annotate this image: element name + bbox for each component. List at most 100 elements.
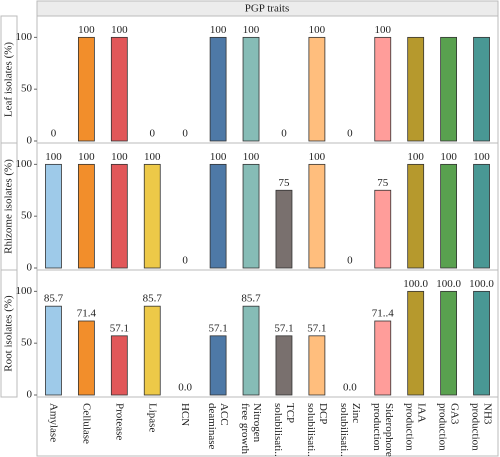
x-tick-label: TCPsolubilisati...: [272, 403, 296, 457]
value-label: 100: [111, 151, 128, 163]
value-label: 85.7: [44, 293, 64, 305]
y-tick-label: 50: [21, 83, 33, 95]
x-tick-label: ACCdeaminase: [207, 403, 231, 450]
bar: [473, 163, 490, 269]
y-tick-label: 0: [27, 135, 33, 147]
bar: [143, 305, 161, 396]
bar: [77, 36, 95, 142]
y-tick-label: 100: [16, 31, 33, 43]
value-label: 100.0: [403, 278, 428, 290]
value-label: 100: [144, 151, 161, 163]
y-axis-label: Root isolates (%): [3, 295, 15, 372]
bar: [374, 36, 392, 142]
bar: [407, 163, 425, 269]
bar: [308, 36, 326, 142]
value-label: 71.4: [77, 308, 97, 320]
value-label: 85.7: [143, 293, 163, 305]
x-tick-label: IAAproduction: [404, 403, 428, 451]
value-label: 57.1: [208, 322, 227, 334]
bar: [440, 290, 458, 396]
bar: [242, 305, 260, 396]
value-label: 71..4: [372, 308, 395, 320]
value-label: 0: [150, 128, 156, 140]
value-label: 100: [210, 151, 227, 163]
value-label: 100: [473, 151, 490, 163]
value-label: 100: [243, 24, 260, 36]
value-label: 0: [347, 255, 353, 267]
x-tick-label: Siderophoreproduction: [371, 403, 395, 457]
value-label: 100: [210, 24, 227, 36]
value-label: 57.1: [110, 322, 129, 334]
bar: [242, 163, 260, 269]
value-label: 100: [407, 151, 424, 163]
y-tick-label: 50: [21, 210, 33, 222]
x-tick-label: Protease: [114, 403, 126, 440]
bar: [110, 163, 128, 269]
bar: [275, 189, 293, 269]
value-label: 0.0: [178, 382, 192, 394]
category-frame: [36, 396, 499, 457]
value-label: 100.0: [469, 278, 494, 290]
y-tick-label: 0: [27, 389, 33, 401]
panel-frame: [36, 142, 499, 271]
value-label: 100: [375, 24, 392, 36]
value-label: 100.0: [436, 278, 461, 290]
bar: [209, 36, 227, 142]
x-tick-label: NH3production: [470, 403, 494, 451]
value-label: 100: [243, 151, 260, 163]
bar: [45, 305, 62, 396]
bar: [209, 335, 227, 396]
bar: [110, 36, 128, 142]
bar: [374, 189, 392, 269]
value-label: 0: [51, 128, 57, 140]
bar: [77, 163, 95, 269]
value-label: 57.1: [307, 322, 326, 334]
bar: [308, 335, 326, 396]
value-label: 0: [182, 255, 188, 267]
x-tick-label: DCPsolubilisati...: [305, 403, 329, 457]
y-tick-label: 100: [16, 285, 33, 297]
value-label: 0.0: [343, 382, 357, 394]
value-label: 85.7: [241, 293, 261, 305]
bar: [242, 36, 260, 142]
bar: [308, 163, 326, 269]
bar: [77, 320, 95, 396]
bar: [209, 163, 227, 269]
bar: [275, 335, 293, 396]
x-tick-label: Zincsolubilisati...: [338, 403, 362, 457]
bar: [440, 163, 458, 269]
value-label: 100: [78, 24, 95, 36]
value-label: 100: [309, 151, 326, 163]
value-label: 75: [278, 177, 290, 189]
y-tick-label: 100: [16, 158, 33, 170]
y-axis-label: Rhizome isolates (%): [3, 159, 15, 254]
chart-title: PGP traits: [245, 3, 290, 15]
value-label: 0: [281, 128, 287, 140]
value-label: 100: [440, 151, 457, 163]
bar: [45, 163, 62, 269]
x-tick-label: GA3production: [437, 403, 461, 451]
bar: [143, 163, 161, 269]
x-tick-label: HCN: [180, 403, 192, 426]
x-tick-label: Nitrogenfree growth: [240, 403, 264, 455]
x-tick-label: Cellulase: [81, 403, 93, 444]
bar: [110, 335, 128, 396]
bar: [407, 36, 425, 142]
x-tick-label: Lipase: [147, 403, 159, 432]
bar: [473, 36, 490, 142]
ylabel-strip: [0, 269, 18, 398]
value-label: 75: [377, 177, 389, 189]
bar: [473, 290, 490, 396]
x-tick-label: Amylase: [48, 403, 60, 442]
value-label: 0: [347, 128, 353, 140]
bar: [440, 36, 458, 142]
value-label: 100: [309, 24, 326, 36]
value-label: 57.1: [274, 322, 293, 334]
value-label: 100: [45, 151, 62, 163]
panel-frame: [36, 15, 499, 144]
y-tick-label: 50: [21, 337, 33, 349]
y-tick-label: 0: [27, 262, 33, 274]
value-label: 100: [111, 24, 128, 36]
panel-frame: [36, 269, 499, 398]
